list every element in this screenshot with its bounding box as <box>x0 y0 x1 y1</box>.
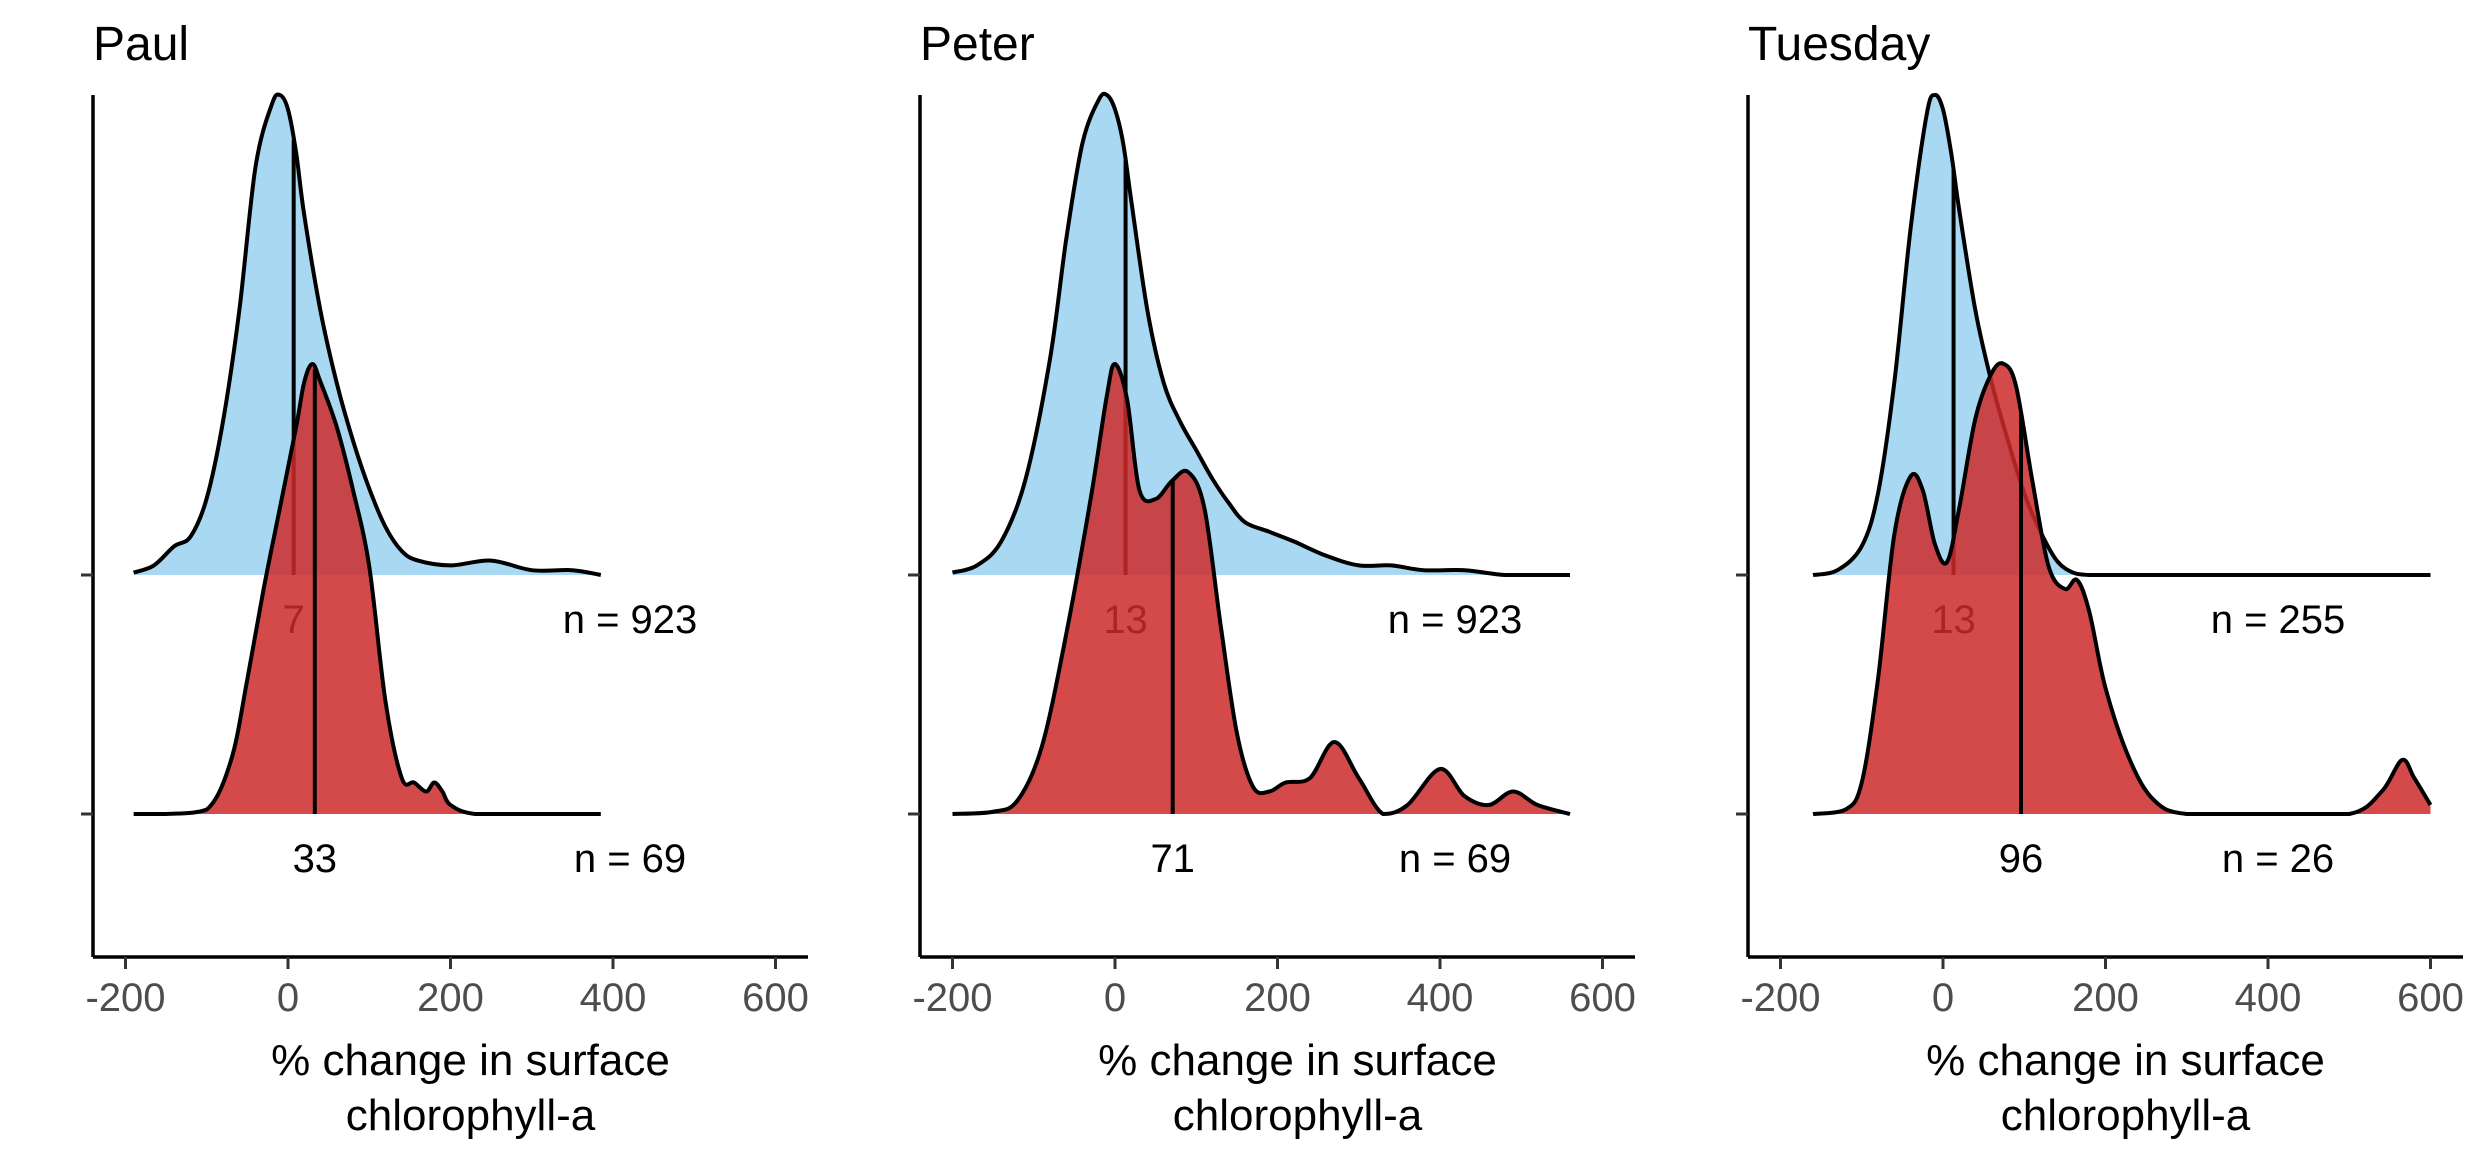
x-axis-title: % change in surface <box>1926 1036 2325 1085</box>
x-tick-label: 600 <box>2397 976 2464 1020</box>
x-tick-label: 600 <box>742 976 809 1020</box>
x-tick-label: 200 <box>2072 976 2139 1020</box>
n-label: n = 923 <box>563 598 698 642</box>
median-label: 96 <box>1999 837 2044 881</box>
density-outline <box>132 92 602 577</box>
panel-title: Peter <box>920 18 1035 71</box>
density-fill-post <box>1813 363 2431 814</box>
density-outline <box>1812 361 2433 817</box>
x-axis-title: % change in surface <box>271 1036 670 1085</box>
x-tick-label: -200 <box>85 976 165 1020</box>
density-fill-post <box>952 363 1570 814</box>
x-axis-title: chlorophyll-a <box>346 1091 596 1140</box>
x-tick-label: 0 <box>277 976 299 1020</box>
density-outline <box>952 362 1571 816</box>
panel-title: Tuesday <box>1748 18 1930 71</box>
x-tick-label: -200 <box>1740 976 1820 1020</box>
n-label: n = 255 <box>2211 598 2346 642</box>
x-tick-label: 0 <box>1932 976 1954 1020</box>
x-axis-title: chlorophyll-a <box>2001 1091 2251 1140</box>
median-label: 71 <box>1150 837 1195 881</box>
n-label: n = 69 <box>1399 837 1511 881</box>
x-tick-label: 400 <box>2235 976 2302 1020</box>
density-outline <box>133 362 601 817</box>
x-axis-title: chlorophyll-a <box>1173 1091 1423 1140</box>
n-label: n = 923 <box>1388 598 1523 642</box>
density-outline <box>1812 92 2431 578</box>
x-tick-label: 400 <box>1407 976 1474 1020</box>
x-tick-label: 200 <box>1244 976 1311 1020</box>
x-tick-label: 400 <box>580 976 647 1020</box>
x-tick-label: -200 <box>912 976 992 1020</box>
panel-title: Paul <box>93 18 189 71</box>
x-axis-title: % change in surface <box>1098 1036 1497 1085</box>
density-fill-post <box>133 364 601 814</box>
n-label: n = 69 <box>574 837 686 881</box>
median-label: 33 <box>293 837 338 881</box>
x-tick-label: 600 <box>1569 976 1636 1020</box>
x-tick-label: 0 <box>1104 976 1126 1020</box>
n-label: n = 26 <box>2222 837 2334 881</box>
density-fill-pre <box>952 93 1570 575</box>
density-outline <box>951 91 1570 577</box>
x-tick-label: 200 <box>417 976 484 1020</box>
